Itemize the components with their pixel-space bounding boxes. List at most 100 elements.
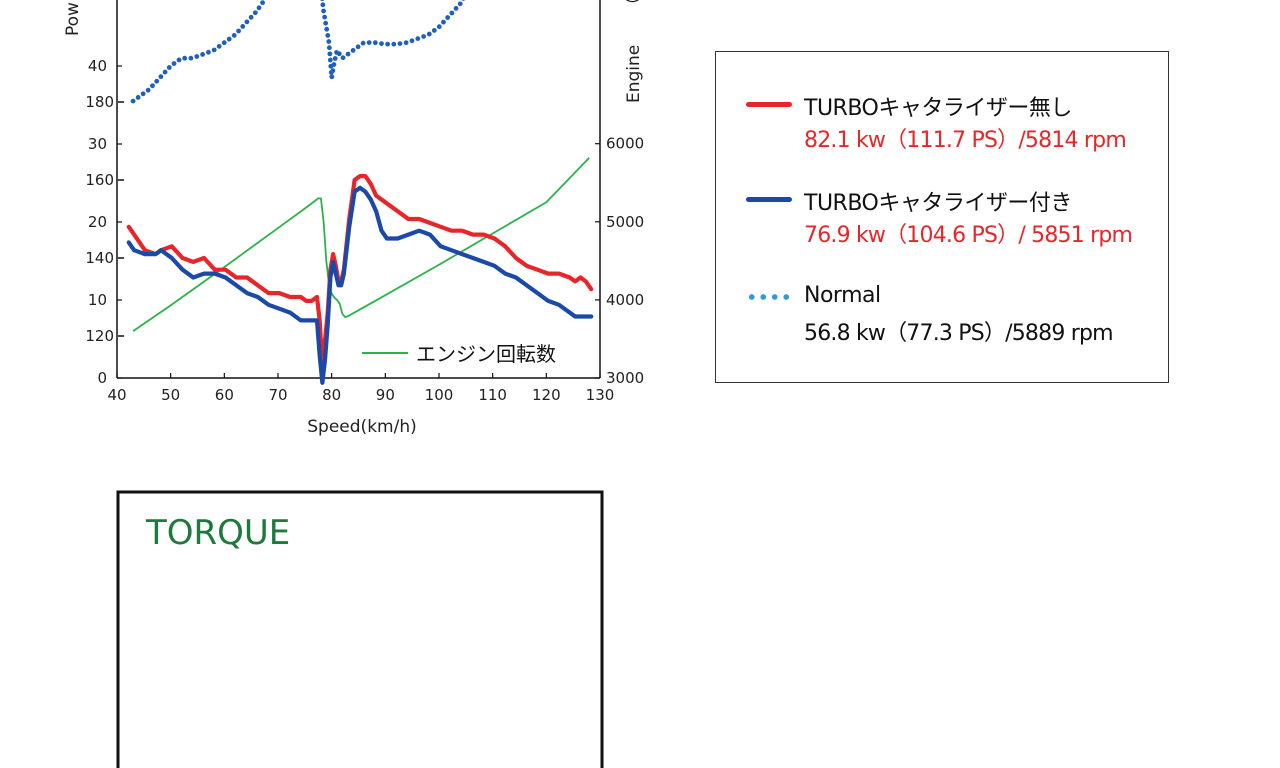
- legend-name: TURBOキャタライザー付き: [804, 191, 1072, 216]
- normal-series-dot: [256, 5, 262, 11]
- normal-series-dot: [457, 1, 463, 7]
- torque-axis-label-fragment: ）: [48, 756, 69, 768]
- torque-y-tick-label: 140: [85, 249, 114, 267]
- legend-value: 76.9 kw（104.6 PS）/ 5851 rpm: [804, 223, 1133, 248]
- torque-chart: TORQUE 120 140 160 180 ）: [48, 93, 604, 768]
- x-tick-label: 100: [425, 386, 454, 404]
- y-left-tick-label: 0: [97, 369, 107, 387]
- normal-series-dot: [360, 40, 366, 46]
- normal-series-dot: [252, 10, 258, 16]
- normal-series-dot: [236, 28, 241, 34]
- torque-chart-axes: 120 140 160 180: [85, 93, 124, 345]
- normal-series-dot: [340, 55, 346, 61]
- normal-series-dot: [331, 62, 337, 67]
- normal-series-dot: [327, 57, 333, 63]
- normal-series-dot: [130, 98, 136, 104]
- power-rpm-chart: Pow Engine （R 40 50 60 70 80 90 100 110 120 130 0 1…: [63, 0, 644, 437]
- y-right-tick-label: 5000: [606, 213, 644, 231]
- rpm-inline-legend: エンジン回転数: [362, 342, 556, 366]
- x-tick-label: 50: [161, 386, 180, 404]
- normal-series-dot: [445, 15, 451, 20]
- normal-series-dot: [324, 26, 330, 32]
- x-tick-label: 120: [532, 386, 561, 404]
- normal-series-dot: [350, 48, 356, 53]
- normal-series-dot: [453, 6, 459, 11]
- x-tick-label: 70: [268, 386, 287, 404]
- legend-name: Normal: [804, 283, 881, 308]
- legend-value: 56.8 kw（77.3 PS）/5889 rpm: [804, 321, 1114, 346]
- normal-series-dot: [325, 33, 331, 38]
- normal-series-dot: [162, 69, 168, 75]
- torque-series-turbo-without: [126, 174, 594, 370]
- normal-series-dot: [145, 87, 151, 93]
- normal-series-dot: [372, 40, 378, 46]
- normal-series-dot: [211, 47, 217, 53]
- normal-series-dot: [194, 54, 200, 59]
- normal-series-dot: [345, 51, 351, 57]
- top-chart-axes: 40 50 60 70 80 90 100 110 120 130 0 10 20 30 40 3000 400…: [88, 0, 644, 404]
- normal-series-dot: [355, 44, 361, 50]
- normal-series-dot: [323, 20, 329, 26]
- normal-series-dot: [436, 24, 442, 30]
- normal-series-dot: [330, 68, 336, 74]
- y-left-tick-label: 40: [88, 57, 107, 75]
- torque-title: TORQUE: [145, 513, 290, 553]
- right-axis-label-paren: （R: [624, 0, 644, 14]
- normal-series-dot: [461, 0, 466, 1]
- normal-series-dot: [379, 41, 384, 46]
- normal-series-dot: [150, 83, 155, 89]
- normal-series-dot: [397, 41, 403, 46]
- normal-series-dot: [326, 39, 332, 44]
- normal-series-dot: [231, 33, 237, 38]
- normal-series-dot: [154, 78, 160, 84]
- right-axis-label: Engine: [624, 45, 644, 103]
- normal-series-dot: [415, 36, 421, 41]
- normal-series-dot: [385, 41, 391, 47]
- top-chart-series: [130, 0, 590, 332]
- x-tick-label: 40: [107, 386, 126, 404]
- normal-series-dot: [409, 38, 415, 44]
- normal-series-dot: [221, 40, 227, 46]
- rpm-series-line: [132, 157, 590, 332]
- x-tick-label: 90: [376, 386, 395, 404]
- torque-y-tick-label: 120: [85, 327, 114, 345]
- normal-series-dot: [403, 40, 409, 46]
- torque-plot-frame: [116, 490, 604, 768]
- torque-y-tick-label: 160: [85, 171, 114, 189]
- normal-series-dot: [320, 0, 325, 2]
- x-tick-label: 130: [586, 386, 615, 404]
- normal-series-dot: [248, 14, 254, 20]
- legend-value: 82.1 kw（111.7 PS）/5814 rpm: [804, 128, 1127, 153]
- normal-series-dot: [158, 74, 164, 80]
- normal-series-dot: [206, 49, 211, 55]
- normal-series-dot: [135, 95, 141, 100]
- normal-series-dot: [171, 61, 177, 66]
- x-tick-label: 110: [478, 386, 507, 404]
- normal-series-dot: [322, 14, 327, 20]
- y-left-tick-label: 30: [88, 135, 107, 153]
- normal-series-dot: [326, 45, 332, 51]
- normal-series-dot: [332, 56, 338, 61]
- normal-series-dot: [366, 40, 372, 45]
- legend-swatch-blue: [746, 197, 792, 202]
- normal-series-dot: [188, 55, 194, 61]
- normal-series-dot: [200, 51, 206, 57]
- normal-series-dot: [182, 55, 188, 61]
- normal-series-dot: [244, 19, 250, 25]
- legend-swatch-dotted: [746, 294, 792, 300]
- legend-name: TURBOキャタライザー無し: [804, 96, 1072, 121]
- torque-chart-series: [126, 174, 594, 385]
- left-axis-label: Pow: [63, 2, 83, 36]
- normal-series-dot: [140, 91, 146, 97]
- normal-series-dot: [421, 34, 427, 39]
- normal-series-dot: [226, 36, 232, 42]
- legend-box: TURBOキャタライザー無し 82.1 kw（111.7 PS）/5814 rp…: [715, 51, 1169, 383]
- y-right-tick-label: 3000: [606, 369, 644, 387]
- y-right-tick-label: 4000: [606, 291, 644, 309]
- normal-series-dot: [336, 51, 342, 57]
- series-normal-dots: [130, 0, 466, 104]
- x-tick-label: 80: [322, 386, 341, 404]
- normal-series-dot: [240, 24, 246, 29]
- normal-series-dot: [260, 0, 265, 6]
